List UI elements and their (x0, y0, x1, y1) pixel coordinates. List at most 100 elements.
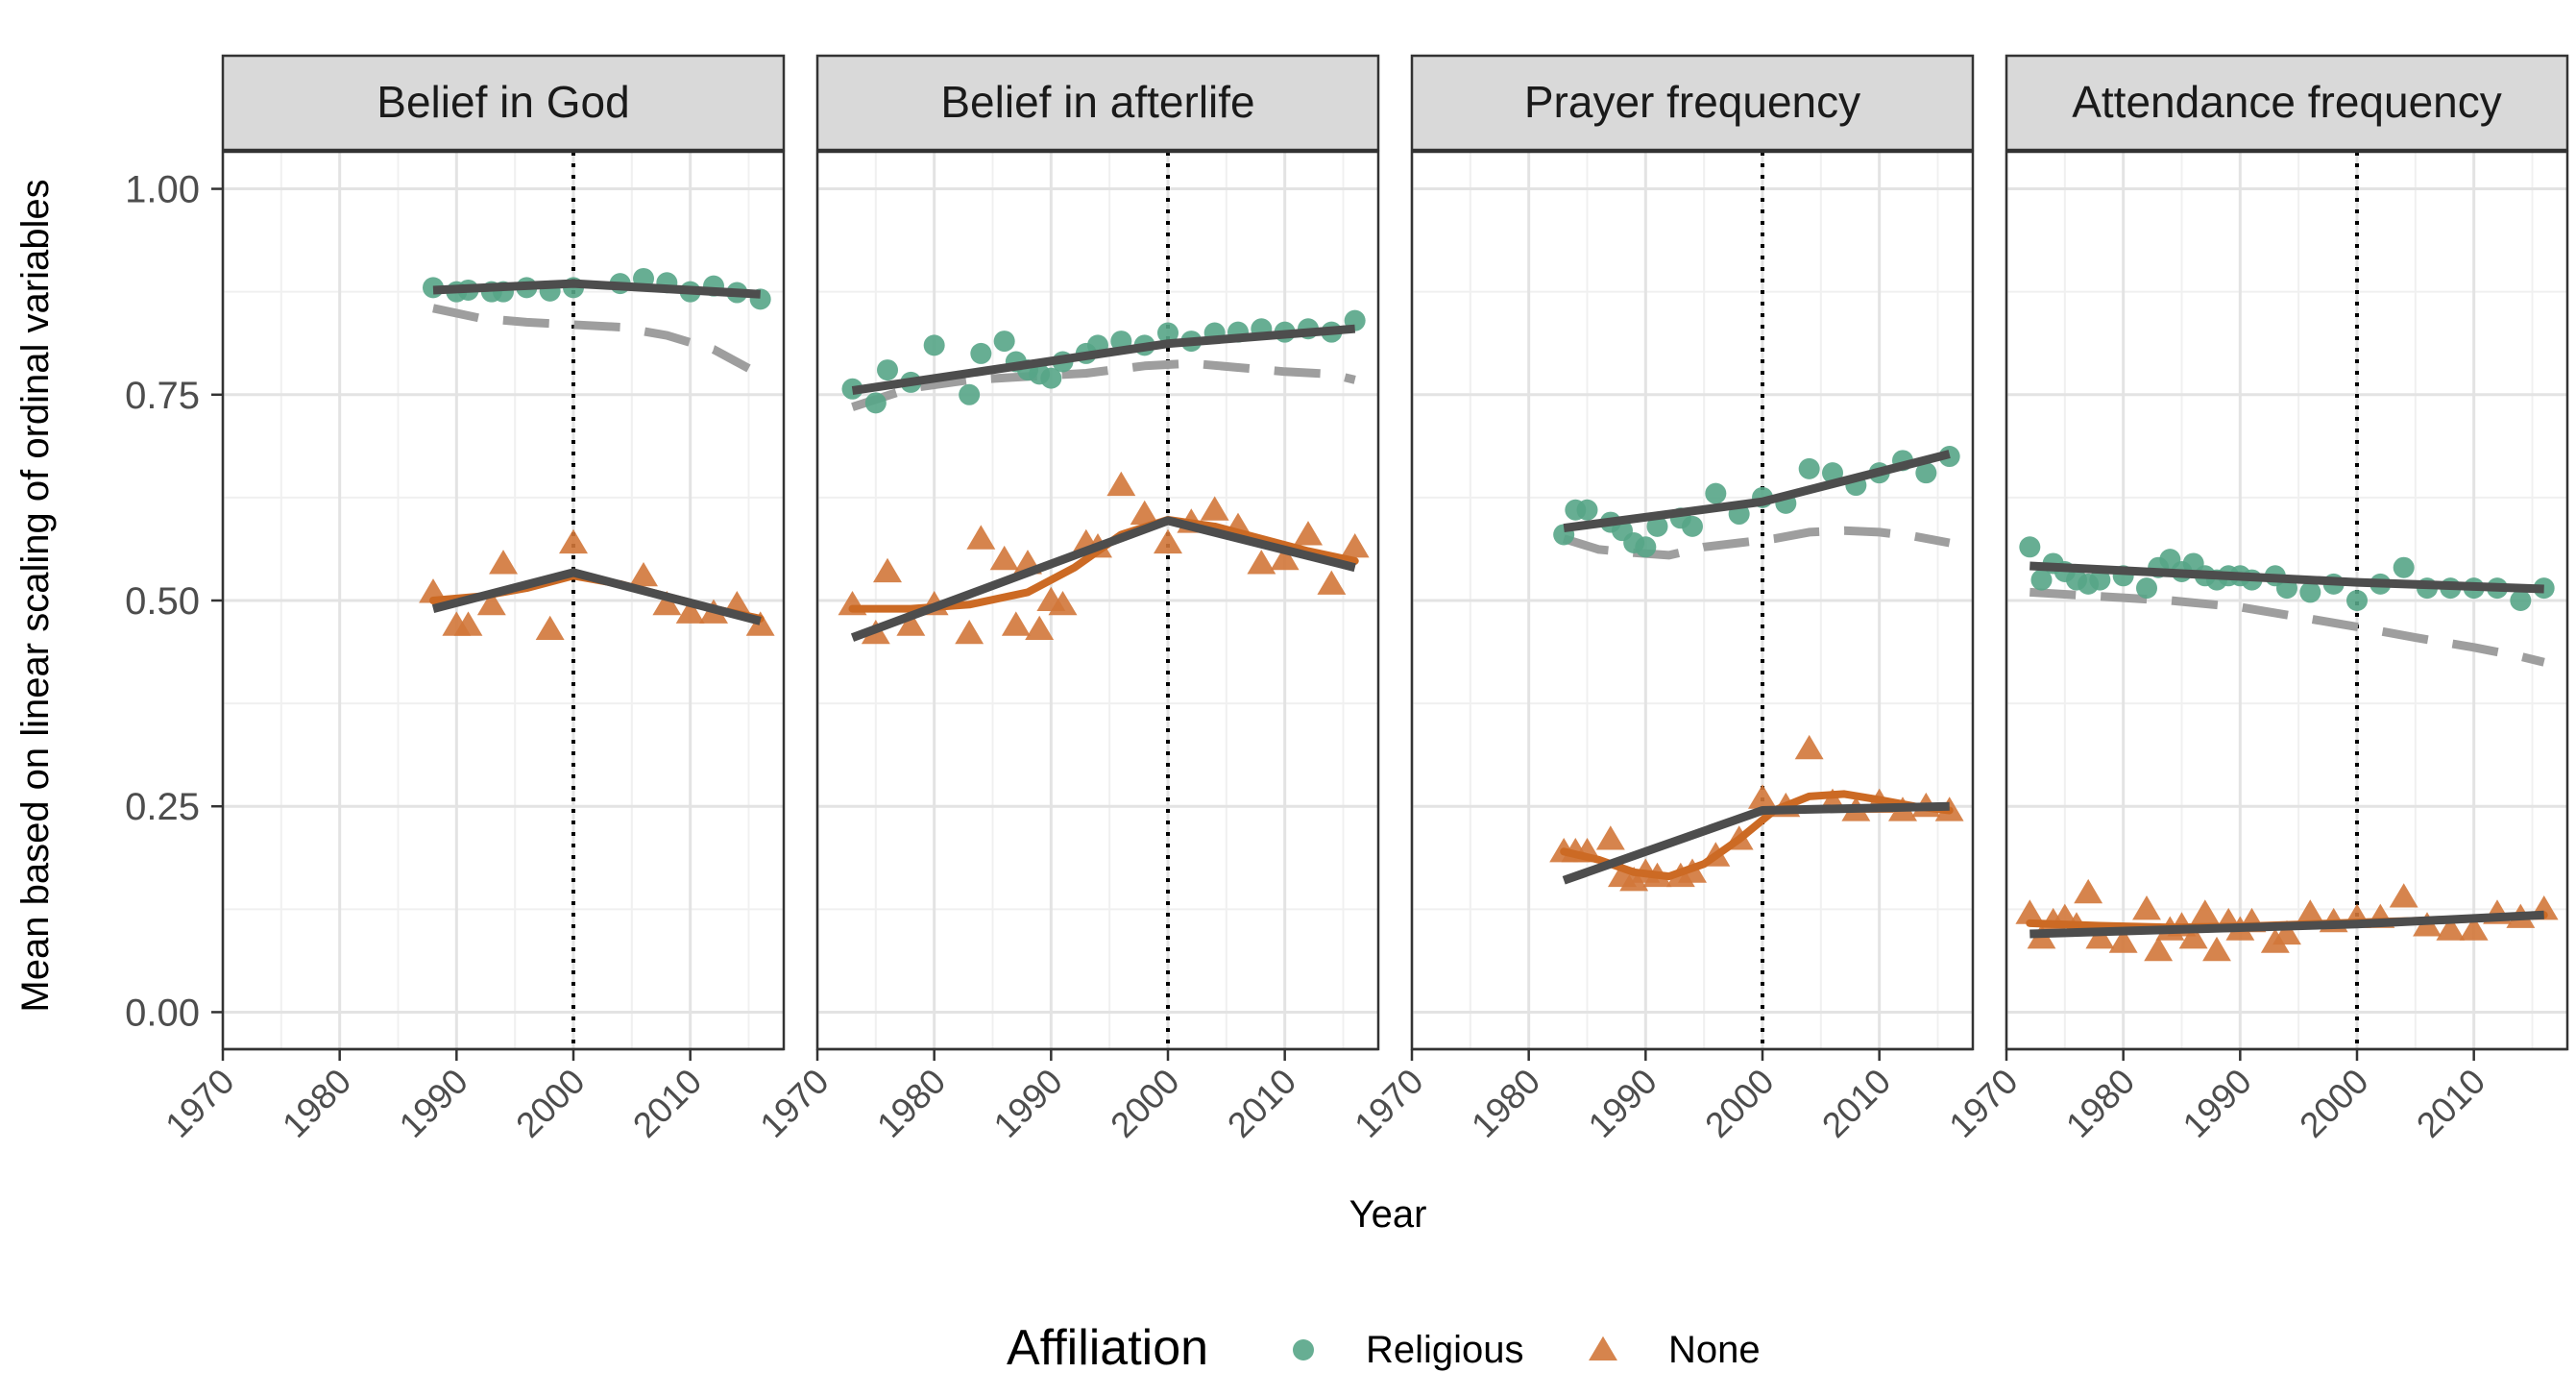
religious-piecewise-fit (1563, 450, 1951, 533)
none-point (1794, 734, 1824, 760)
none-point (2015, 899, 2045, 924)
religious-point (2089, 569, 2111, 591)
none-point (2108, 928, 2138, 953)
none-point (745, 611, 775, 636)
y-axis-title: Mean based on linear scaling of ordinal … (14, 179, 57, 1012)
none-point (1340, 533, 1370, 558)
none-point (989, 545, 1019, 571)
none-piecewise-fit (431, 568, 762, 625)
facet-title: Attendance frequency (2072, 77, 2502, 127)
none-point (559, 528, 588, 554)
x-axis-title: Year (1349, 1193, 1427, 1236)
y-axis: 0.00 0.25 0.50 0.75 1.00 (125, 169, 223, 1034)
none-point (1154, 528, 1182, 554)
none-point (2074, 878, 2103, 904)
none-point (873, 557, 902, 583)
dashed-trend-line (432, 304, 751, 373)
none-point (652, 591, 682, 616)
legend-religious-key (1293, 1339, 1314, 1360)
y-tick-label: 0.25 (125, 786, 200, 828)
religious-piecewise-fit (432, 279, 761, 299)
none-piecewise-fit (2029, 910, 2544, 939)
religious-point (923, 334, 945, 356)
none-point (453, 611, 483, 636)
facet-strip (815, 54, 1380, 152)
none-point (2202, 936, 2231, 962)
none-point (1595, 825, 1625, 850)
religious-point (1705, 482, 1727, 504)
none-point (535, 615, 565, 640)
religious-point (2299, 581, 2321, 603)
legend: Affiliation Religious None (1007, 1320, 1761, 1376)
none-point (2272, 919, 2301, 945)
religious-point (1682, 515, 1703, 537)
y-tick-label: 1.00 (125, 169, 200, 211)
y-tick-label: 0.50 (125, 580, 200, 623)
facet-strip (1410, 54, 1975, 152)
none-point (1317, 570, 1347, 595)
dashed-trend-line (851, 358, 1356, 411)
religious-point (1157, 322, 1179, 344)
none-point (476, 591, 506, 616)
religious-point (1915, 462, 1937, 484)
none-point (2132, 895, 2161, 920)
religious-point (1798, 457, 1820, 479)
y-tick-label: 0.00 (125, 992, 200, 1034)
legend-religious-label: Religious (1366, 1329, 1524, 1371)
religious-point (993, 331, 1015, 353)
dashed-trend-line (1562, 526, 1951, 560)
facet-title: Belief in God (377, 77, 629, 127)
none-point (675, 599, 705, 624)
legend-none-label: None (1668, 1329, 1761, 1371)
religious-point (2030, 569, 2053, 591)
religious-point (959, 383, 981, 405)
none-point (629, 562, 658, 587)
facet-strip (221, 54, 786, 152)
religious-point (1576, 499, 1598, 521)
none-point (896, 611, 926, 636)
religious-point (1646, 515, 1668, 537)
none-piecewise-fit (1562, 801, 1950, 885)
religious-point (2136, 577, 2157, 600)
none-point (1130, 500, 1159, 526)
none-point (2436, 916, 2466, 941)
none-point (1247, 550, 1276, 575)
none-point (2296, 899, 2325, 924)
none-point (2178, 924, 2208, 949)
none-point (1200, 496, 1229, 521)
religious-point (1040, 367, 1062, 389)
none-point (2144, 936, 2174, 962)
religious-piecewise-fit (2029, 561, 2544, 594)
dashed-trend-line (2029, 587, 2545, 667)
none-point (1048, 591, 1078, 616)
none-piecewise-fit (850, 516, 1356, 642)
none-point (2190, 899, 2220, 924)
none-point (1294, 521, 1323, 546)
facet-title: Prayer frequency (1524, 77, 1860, 127)
none-smooth-line (1560, 790, 1954, 881)
none-point (1748, 784, 1777, 809)
none-point (966, 525, 996, 550)
religious-point (864, 392, 887, 414)
legend-title: Affiliation (1007, 1320, 1208, 1376)
none-point (1001, 611, 1031, 636)
religious-point (2019, 536, 2041, 558)
facet-strip (2005, 54, 2569, 152)
religious-point (2346, 590, 2368, 611)
none-point (1106, 471, 1136, 497)
none-point (489, 550, 518, 575)
none-point (2389, 883, 2418, 908)
religious-point (2510, 590, 2532, 611)
religious-piecewise-fit (851, 324, 1356, 395)
religious-point (2393, 556, 2415, 578)
religious-point (1635, 536, 1657, 558)
religious-point (970, 342, 992, 364)
facet-title: Belief in afterlife (940, 77, 1254, 127)
none-point (955, 620, 984, 645)
legend-none-key (1589, 1336, 1617, 1361)
